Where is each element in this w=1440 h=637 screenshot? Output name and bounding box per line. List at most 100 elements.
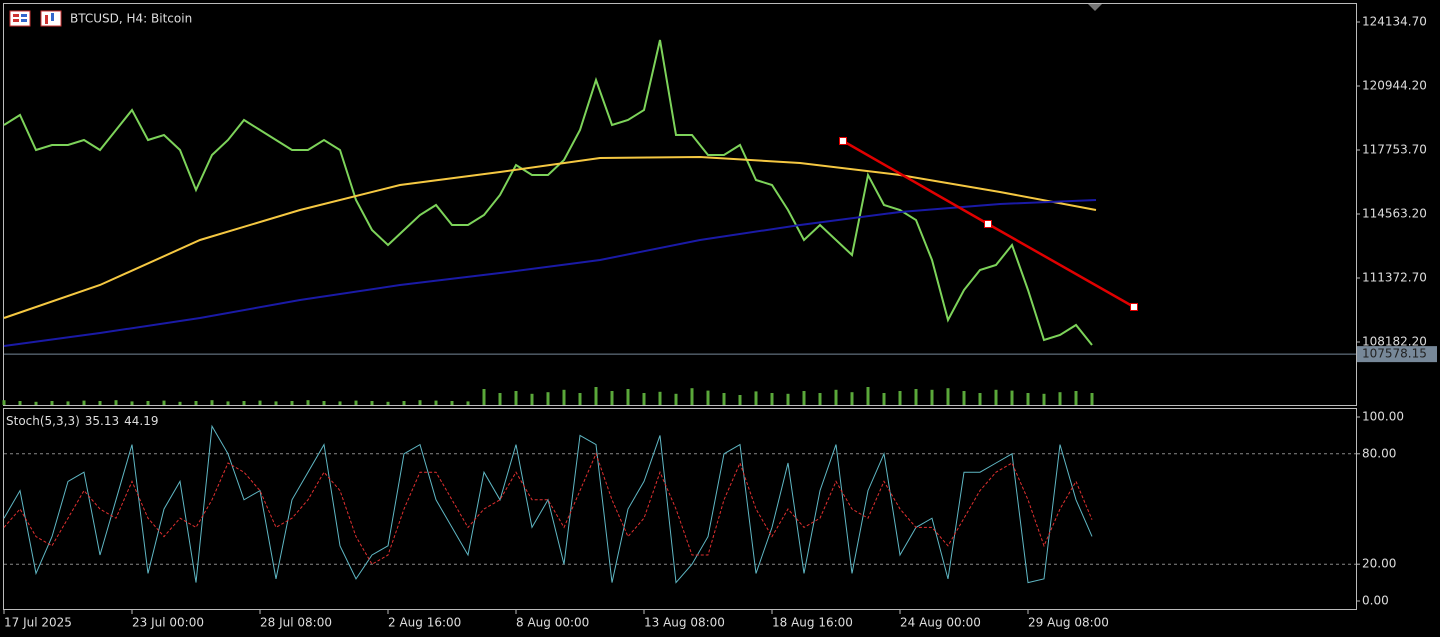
volume-bar [34, 401, 38, 405]
volume-bar [882, 393, 886, 405]
stoch-panel-border [3, 408, 1357, 610]
volume-bar [466, 401, 470, 405]
y-tick-label: 117753.70 [1362, 143, 1427, 157]
series-line [3, 199, 1097, 347]
volume-bar [514, 391, 518, 405]
volume-bar [66, 401, 70, 405]
series-line [3, 39, 1093, 346]
volume-bar [610, 391, 614, 405]
volume-bar [386, 401, 390, 405]
volume-bar [706, 390, 710, 405]
volume-bar [578, 393, 582, 405]
x-tick-label: 28 Jul 08:00 [260, 616, 332, 630]
volume-bar [594, 387, 598, 405]
volume-bar [770, 393, 774, 405]
series-line [3, 155, 1097, 319]
x-tick-label: 8 Aug 00:00 [516, 616, 589, 630]
volume-bar [274, 401, 278, 405]
indicator-signal-value: 44.19 [124, 414, 158, 428]
volume-bar [642, 393, 646, 405]
volume-bar [898, 391, 902, 405]
volume-bar [850, 392, 854, 405]
volume-bar [418, 400, 422, 405]
volume-bar [498, 393, 502, 405]
volume-bar [690, 388, 694, 405]
volume-bar [802, 391, 806, 405]
icon-part [21, 14, 27, 17]
volume-bar [98, 401, 102, 405]
menu-icon[interactable] [9, 10, 31, 27]
y-tick-label: 120944.20 [1362, 79, 1427, 93]
volume-bar [18, 401, 22, 405]
volume-bar [306, 400, 310, 405]
volume-bar [338, 401, 342, 405]
volume-bar [818, 393, 822, 405]
icon-part [45, 15, 48, 24]
x-tick-label: 13 Aug 08:00 [644, 616, 725, 630]
volume-bar [50, 401, 54, 405]
volume-bar [914, 389, 918, 405]
volume-bar [786, 393, 790, 405]
volume-bar [210, 400, 214, 405]
indicator-name: Stoch(5,3,3) [6, 414, 80, 428]
trendline-anchor [839, 136, 847, 145]
volume-bar [1090, 393, 1094, 405]
volume-bar [354, 400, 358, 405]
volume-bar [754, 391, 758, 405]
chart-icon[interactable] [40, 10, 62, 27]
x-tick-label: 24 Aug 00:00 [900, 616, 981, 630]
series-line [3, 452, 1093, 565]
icon-part [51, 13, 54, 21]
volume-bar [1058, 392, 1062, 405]
volume-bar [370, 401, 374, 405]
volume-bar [178, 401, 182, 405]
volume-bar [242, 401, 246, 405]
volume-bar [1010, 390, 1014, 405]
volume-bar [434, 400, 438, 405]
volume-bar [402, 401, 406, 405]
y-tick-label: 80.00 [1362, 446, 1396, 460]
volume-bar [930, 389, 934, 405]
volume-bar [82, 400, 86, 405]
y-tick-label: 100.00 [1362, 410, 1404, 424]
volume-bar [130, 401, 134, 405]
volume-bar [146, 401, 150, 405]
volume-bar [162, 400, 166, 405]
x-tick-label: 17 Jul 2025 [4, 616, 72, 630]
series-line [3, 424, 1093, 584]
volume-bar [530, 393, 534, 405]
volume-bar [114, 400, 118, 405]
volume-bar [1042, 393, 1046, 405]
chart-title: BTCUSD, H4: Bitcoin [70, 12, 192, 26]
volume-bar [258, 400, 262, 405]
volume-bar [322, 401, 326, 405]
volume-bar [1026, 393, 1030, 405]
icon-frame [9, 10, 31, 27]
volume-bar [562, 389, 566, 405]
icon-part [13, 14, 19, 17]
y-tick-label: 20.00 [1362, 557, 1396, 571]
trendline-anchor [984, 219, 992, 228]
x-tick-label: 29 Aug 08:00 [1028, 616, 1109, 630]
volume-bar [2, 400, 6, 405]
y-tick-label: 124134.70 [1362, 14, 1427, 28]
y-tick-label: 114563.20 [1362, 207, 1427, 221]
volume-bar [962, 391, 966, 405]
current-price-label: 107578.15 [1362, 347, 1427, 361]
volume-bar [194, 401, 198, 405]
volume-bar [226, 401, 230, 405]
volume-bar [290, 401, 294, 405]
icon-part [21, 19, 27, 22]
icon-part [13, 19, 19, 22]
x-tick-label: 18 Aug 16:00 [772, 616, 853, 630]
volume-bar [834, 389, 838, 405]
shift-marker[interactable] [1088, 4, 1102, 11]
volume-bar [1074, 391, 1078, 405]
x-tick-label: 23 Jul 00:00 [132, 616, 204, 630]
volume-bar [946, 388, 950, 405]
trendline-anchor [1130, 302, 1138, 311]
volume-bar [866, 387, 870, 405]
volume-bar [994, 389, 998, 405]
